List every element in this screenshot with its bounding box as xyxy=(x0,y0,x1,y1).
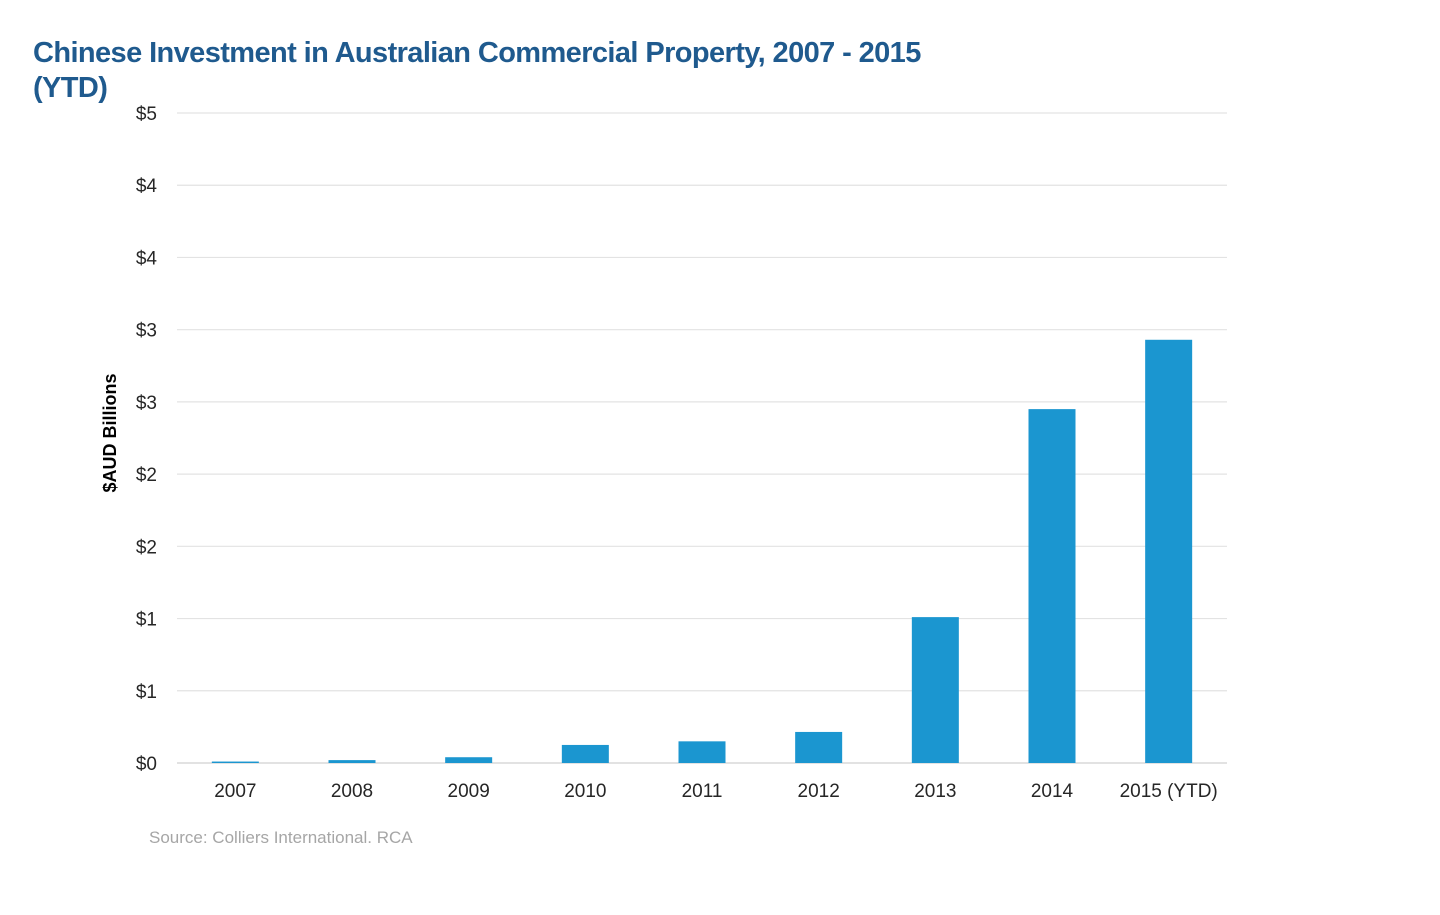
y-tick-label: $0 xyxy=(136,754,157,775)
x-tick-label: 2015 (YTD) xyxy=(1120,781,1218,802)
bar-2010 xyxy=(561,744,609,763)
x-tick-label: 2008 xyxy=(331,781,373,802)
y-tick-label: $2 xyxy=(136,465,157,486)
y-tick-label: $1 xyxy=(136,682,157,703)
source-note: Source: Colliers International, RCA xyxy=(149,828,413,843)
y-tick-label: $4 xyxy=(136,248,158,269)
x-tick-label: 2012 xyxy=(798,781,840,802)
y-tick-label: $3 xyxy=(136,321,157,342)
bar-2012 xyxy=(795,731,843,763)
x-axis-tick-labels: 2007 2008 2009 2010 2011 2012 2013 2014 2015 (YT… xyxy=(214,781,1218,802)
y-axis-label: $AUD Billions xyxy=(100,373,120,492)
bar-2007 xyxy=(211,761,259,763)
bar-2011 xyxy=(678,741,726,763)
x-tick-label: 2011 xyxy=(682,781,723,802)
bar-2009 xyxy=(445,757,493,763)
y-tick-label: $5 xyxy=(136,104,157,125)
y-axis-tick-labels: $0 $1 $1 $2 $2 $3 $3 $4 $4 $5 xyxy=(136,104,158,775)
bars xyxy=(211,339,1193,763)
y-tick-label: $3 xyxy=(136,393,157,414)
x-tick-label: 2014 xyxy=(1031,781,1074,802)
bar-2013 xyxy=(911,617,959,763)
bar-2015-ytd xyxy=(1145,339,1193,763)
y-tick-label: $2 xyxy=(136,537,157,558)
chart-title: Chinese Investment in Australian Commerc… xyxy=(33,37,921,104)
y-tick-label: $1 xyxy=(136,610,157,631)
y-tick-label: $4 xyxy=(136,176,158,197)
bar-2008 xyxy=(328,760,376,763)
x-tick-label: 2009 xyxy=(448,781,490,802)
x-tick-label: 2013 xyxy=(914,781,956,802)
x-tick-label: 2010 xyxy=(564,781,606,802)
x-tick-label: 2007 xyxy=(214,781,256,802)
bar-2014 xyxy=(1028,409,1076,763)
